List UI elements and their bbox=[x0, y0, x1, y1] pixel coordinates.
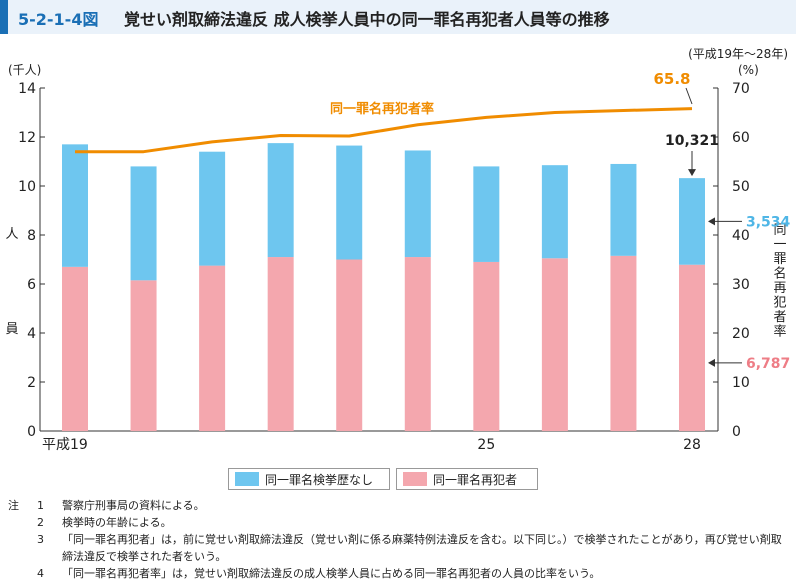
note-text: 検挙時の年齢による。 bbox=[62, 516, 172, 529]
note-text: 「同一罪名再犯者」は，前に覚せい剤取締法違反（覚せい剤に係る麻薬特例法違反を含む… bbox=[62, 533, 782, 563]
y-right-tick-label: 40 bbox=[732, 228, 750, 244]
last-rate-leader bbox=[685, 87, 693, 105]
bar-repeat-offender bbox=[336, 259, 363, 431]
y-left-unit-label: (千人) bbox=[8, 63, 41, 77]
no-history-value-label: 3,534 bbox=[746, 214, 791, 230]
y-left-tick-label: 0 bbox=[27, 424, 36, 440]
header-accent-bar bbox=[0, 0, 8, 34]
legend-item-repeat-offender: 同一罪名再犯者 bbox=[396, 468, 538, 490]
repeat-offender-value-label: 6,787 bbox=[746, 356, 790, 372]
legend-label-no-history: 同一罪名検挙歴なし bbox=[265, 472, 374, 487]
note-text: 警察庁刑事局の資料による。 bbox=[62, 499, 205, 512]
y-left-tick-label: 2 bbox=[27, 375, 36, 391]
note-text: 「同一罪名再犯者率」は，覚せい剤取締法違反の成人検挙人員に占める同一罪名再犯者の… bbox=[62, 567, 601, 580]
bar-repeat-offender bbox=[130, 280, 157, 431]
bar-no-history bbox=[541, 165, 568, 259]
header-background bbox=[0, 0, 796, 34]
legend-item-no-history: 同一罪名検挙歴なし bbox=[228, 468, 390, 490]
legend-swatch-no-history bbox=[235, 472, 259, 486]
bar-no-history bbox=[679, 178, 705, 265]
last-rate-label: 65.8 bbox=[653, 70, 690, 88]
bar-no-history bbox=[62, 144, 88, 267]
y-right-tick-label: 50 bbox=[732, 179, 750, 195]
bar-repeat-offender bbox=[199, 265, 226, 431]
bar-no-history bbox=[610, 163, 637, 256]
notes: 注 1 警察庁刑事局の資料による。 2 検挙時の年齢による。 3 「同一罪名再犯… bbox=[8, 497, 788, 582]
note-item: 2 検挙時の年齢による。 bbox=[8, 514, 788, 531]
y-left-tick-label: 12 bbox=[18, 130, 36, 146]
note-item: 注 1 警察庁刑事局の資料による。 bbox=[8, 497, 788, 514]
x-tick-label: 25 bbox=[477, 437, 495, 453]
bar-repeat-offender bbox=[541, 258, 568, 431]
last-total-arrowhead bbox=[688, 169, 696, 177]
bar-repeat-offender bbox=[679, 264, 705, 431]
no-history-arrowhead bbox=[708, 217, 715, 226]
y-right-tick-label: 70 bbox=[732, 81, 750, 97]
bar-no-history bbox=[130, 166, 157, 281]
bar-no-history bbox=[267, 143, 294, 258]
note-number: 1 bbox=[37, 499, 44, 512]
y-right-tick-label: 10 bbox=[732, 375, 750, 391]
y-left-tick-label: 14 bbox=[18, 81, 36, 97]
legend-label-repeat-offender: 同一罪名再犯者 bbox=[433, 472, 518, 487]
bar-no-history bbox=[336, 145, 363, 260]
y-left-tick-label: 10 bbox=[18, 179, 36, 195]
y-right-label-char: 一 bbox=[773, 238, 786, 253]
x-tick-label: 平成19 bbox=[42, 437, 88, 453]
y-right-label-char: 罪 bbox=[773, 252, 786, 267]
period-label: (平成19年～28年) bbox=[688, 47, 788, 61]
bar-repeat-offender bbox=[267, 257, 294, 431]
figure-header: 5-2-1-4図 覚せい剤取締法違反 成人検挙人員中の同一罪名再犯者人員等の推移 bbox=[0, 0, 796, 34]
y-right-label-char: 犯 bbox=[773, 296, 786, 311]
y-left-label-char: 員 bbox=[5, 322, 18, 337]
rate-line-label: 同一罪名再犯者率 bbox=[330, 101, 434, 117]
note-item: 3 「同一罪名再犯者」は，前に覚せい剤取締法違反（覚せい剤に係る麻薬特例法違反を… bbox=[8, 531, 788, 565]
y-right-label-char: 率 bbox=[773, 324, 786, 340]
note-number: 2 bbox=[37, 516, 44, 529]
y-right-label-char: 再 bbox=[773, 281, 786, 296]
figure-label: 5-2-1-4図 bbox=[18, 10, 99, 29]
bar-no-history bbox=[473, 166, 500, 262]
x-tick-label: 28 bbox=[683, 437, 701, 453]
note-lead: 注 bbox=[8, 499, 19, 512]
y-left-tick-label: 6 bbox=[27, 277, 36, 293]
y-right-tick-label: 20 bbox=[732, 326, 750, 342]
bar-repeat-offender bbox=[62, 266, 88, 431]
y-right-tick-label: 30 bbox=[732, 277, 750, 293]
note-item: 4 「同一罪名再犯者率」は，覚せい剤取締法違反の成人検挙人員に占める同一罪名再犯… bbox=[8, 565, 788, 582]
y-right-tick-label: 0 bbox=[732, 424, 741, 440]
last-total-label: 10,321 bbox=[665, 133, 719, 149]
chart: 0 2 4 6 8 10 12 14 0 10 20 30 40 50 60 70 (千人) (%) 人員 同一罪名再… bbox=[5, 63, 791, 453]
bar-no-history bbox=[404, 150, 431, 258]
bar-repeat-offender bbox=[610, 255, 637, 431]
bar-repeat-offender bbox=[473, 261, 500, 431]
y-right-tick-label: 60 bbox=[732, 130, 750, 146]
y-left-label-char: 人 bbox=[5, 227, 18, 242]
y-left-tick-label: 4 bbox=[27, 326, 36, 342]
bar-no-history bbox=[199, 151, 226, 266]
bar-repeat-offender bbox=[404, 257, 431, 431]
legend-swatch-repeat-offender bbox=[403, 472, 427, 486]
note-number: 3 bbox=[37, 533, 44, 546]
figure-title: 覚せい剤取締法違反 成人検挙人員中の同一罪名再犯者人員等の推移 bbox=[124, 10, 610, 29]
y-right-label-char: 者 bbox=[773, 310, 786, 325]
y-left-tick-label: 8 bbox=[27, 228, 36, 244]
y-right-label-char: 名 bbox=[773, 266, 786, 282]
repeat-offender-arrowhead bbox=[708, 358, 715, 367]
rate-line bbox=[75, 107, 693, 154]
y-right-label-char: 同 bbox=[773, 223, 786, 238]
y-right-unit-label: (%) bbox=[738, 63, 759, 77]
note-number: 4 bbox=[37, 567, 44, 580]
